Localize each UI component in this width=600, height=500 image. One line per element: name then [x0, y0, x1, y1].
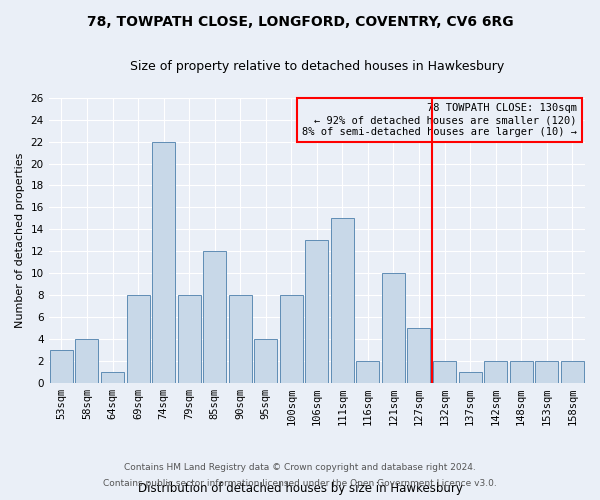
Text: Contains public sector information licensed under the Open Government Licence v3: Contains public sector information licen…: [103, 478, 497, 488]
Text: Contains HM Land Registry data © Crown copyright and database right 2024.: Contains HM Land Registry data © Crown c…: [124, 464, 476, 472]
Text: 78, TOWPATH CLOSE, LONGFORD, COVENTRY, CV6 6RG: 78, TOWPATH CLOSE, LONGFORD, COVENTRY, C…: [86, 15, 514, 29]
Text: 78 TOWPATH CLOSE: 130sqm
← 92% of detached houses are smaller (120)
8% of semi-d: 78 TOWPATH CLOSE: 130sqm ← 92% of detach…: [302, 104, 577, 136]
Bar: [229, 295, 252, 382]
Bar: [331, 218, 354, 382]
Bar: [458, 372, 482, 382]
Bar: [305, 240, 328, 382]
Bar: [509, 360, 533, 382]
Bar: [127, 295, 149, 382]
Bar: [254, 339, 277, 382]
Bar: [152, 142, 175, 382]
Title: Size of property relative to detached houses in Hawkesbury: Size of property relative to detached ho…: [130, 60, 504, 73]
Bar: [484, 360, 507, 382]
Bar: [535, 360, 558, 382]
Bar: [203, 251, 226, 382]
Bar: [101, 372, 124, 382]
Bar: [178, 295, 200, 382]
Bar: [561, 360, 584, 382]
Bar: [407, 328, 430, 382]
Bar: [382, 273, 405, 382]
Bar: [356, 360, 379, 382]
Bar: [280, 295, 303, 382]
Text: Distribution of detached houses by size in Hawkesbury: Distribution of detached houses by size …: [137, 482, 463, 495]
Bar: [50, 350, 73, 382]
Bar: [433, 360, 456, 382]
Y-axis label: Number of detached properties: Number of detached properties: [15, 152, 25, 328]
Bar: [76, 339, 98, 382]
